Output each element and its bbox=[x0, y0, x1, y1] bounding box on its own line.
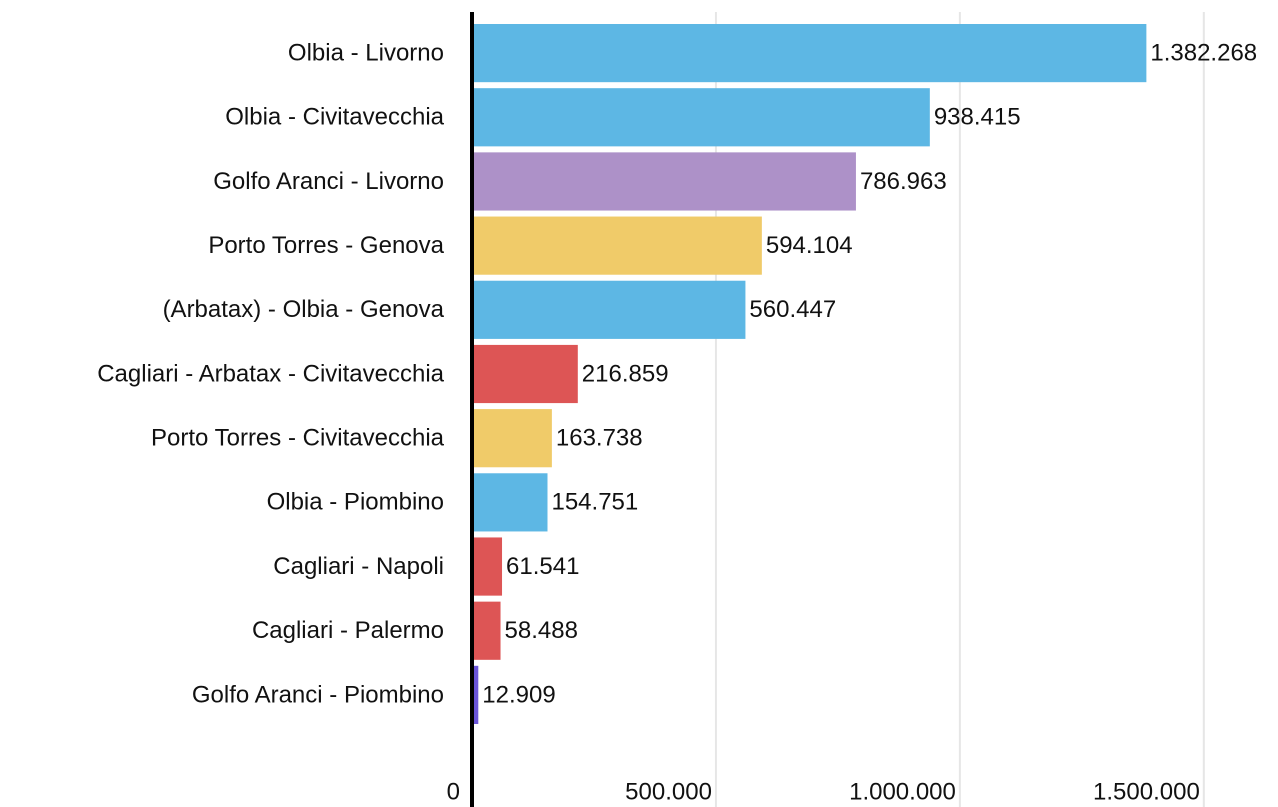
y-tick-label: (Arbatax) - Olbia - Genova bbox=[163, 296, 445, 323]
y-tick-label: Olbia - Livorno bbox=[288, 39, 444, 66]
y-tick-label: Cagliari - Napoli bbox=[273, 553, 444, 580]
bar bbox=[472, 88, 930, 147]
x-tick-label: 0 bbox=[447, 778, 460, 805]
value-label: 12.909 bbox=[482, 681, 555, 708]
value-label: 163.738 bbox=[556, 425, 643, 452]
y-tick-label: Cagliari - Arbatax - Civitavecchia bbox=[97, 360, 444, 387]
bar bbox=[472, 152, 856, 211]
bar bbox=[472, 216, 762, 275]
bar bbox=[472, 409, 552, 468]
bar bbox=[472, 280, 746, 339]
value-label: 594.104 bbox=[766, 232, 853, 259]
y-tick-label: Golfo Aranci - Livorno bbox=[213, 168, 444, 195]
y-tick-label: Cagliari - Palermo bbox=[252, 617, 444, 644]
value-label: 154.751 bbox=[551, 489, 638, 516]
y-tick-label: Golfo Aranci - Piombino bbox=[192, 681, 444, 708]
y-tick-label: Porto Torres - Civitavecchia bbox=[151, 425, 445, 452]
y-tick-label: Porto Torres - Genova bbox=[208, 232, 444, 259]
bar bbox=[472, 24, 1147, 83]
value-label: 216.859 bbox=[582, 360, 669, 387]
bar bbox=[472, 537, 503, 596]
value-label: 61.541 bbox=[506, 553, 579, 580]
value-label: 938.415 bbox=[934, 104, 1021, 131]
value-label: 560.447 bbox=[749, 296, 836, 323]
bar bbox=[472, 344, 578, 404]
x-tick-label: 1.000.000 bbox=[849, 778, 956, 805]
value-label: 786.963 bbox=[860, 168, 947, 195]
bar bbox=[472, 473, 548, 532]
x-tick-label: 500.000 bbox=[625, 778, 712, 805]
y-tick-label: Olbia - Civitavecchia bbox=[225, 104, 444, 131]
y-tick-label: Olbia - Piombino bbox=[267, 489, 444, 516]
value-label: 1.382.268 bbox=[1150, 39, 1257, 66]
bar bbox=[472, 601, 501, 660]
value-label: 58.488 bbox=[505, 617, 578, 644]
bar bbox=[472, 665, 479, 724]
x-tick-label: 1.500.000 bbox=[1093, 778, 1200, 805]
